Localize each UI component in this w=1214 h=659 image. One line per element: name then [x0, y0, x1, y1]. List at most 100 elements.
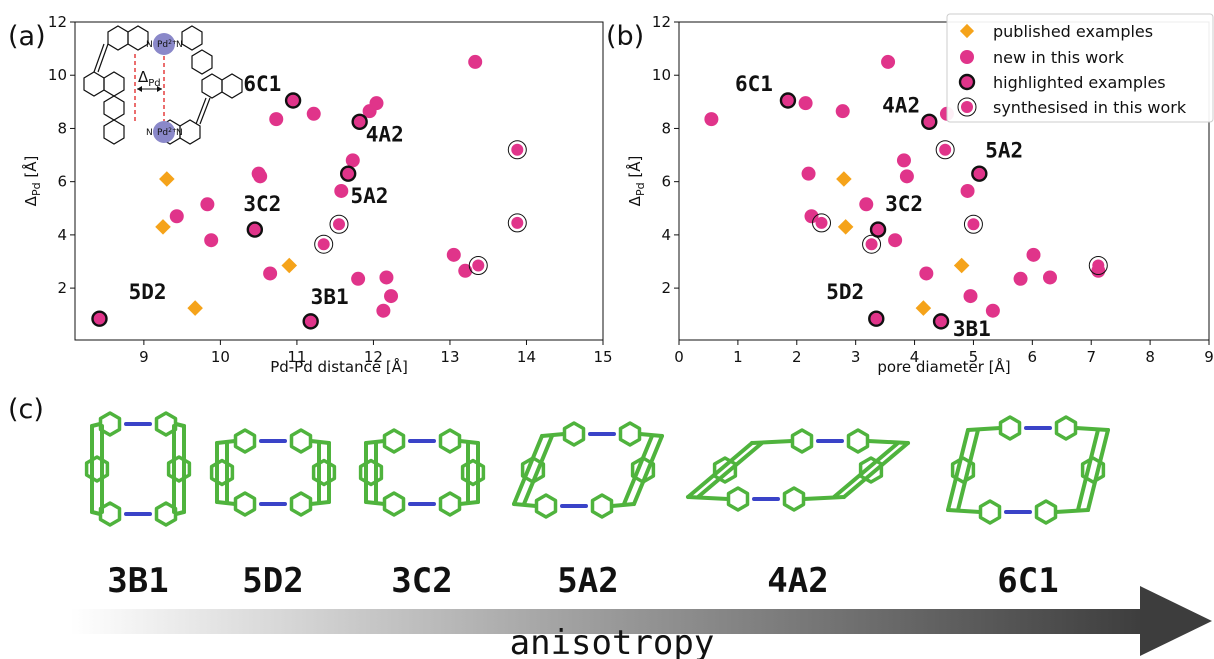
cage-4A2-link-bl	[686, 495, 730, 501]
chart-b-synthesised-point-1	[815, 216, 828, 229]
anisotropy-arrow-shaft	[70, 609, 1145, 634]
chart-a-y-tick-label-2: 6	[57, 173, 67, 191]
chart-a-x-tick-label-1: 10	[211, 348, 230, 366]
cage-3B1-ring-tr	[154, 411, 178, 437]
chart-b-new-point-12	[960, 183, 975, 198]
chart-a-new-point-5	[263, 266, 278, 281]
chart-a-y-tick-label-0: 2	[57, 279, 67, 297]
cage-labels: 3B1 5D2 3C2 5A2 4A2 6C1	[107, 561, 1058, 601]
chart-a-x-tick-label-5: 14	[517, 348, 536, 366]
legend-marker-new	[960, 50, 974, 64]
cage-5D2-ring-bl	[233, 491, 257, 517]
chart-a-highlighted-point-1	[351, 113, 368, 130]
cage-3B1-link-tl	[90, 422, 102, 428]
chart-b-synthesised-ring-1	[812, 213, 832, 233]
chart-b-new-point-14	[985, 303, 1000, 318]
chart-a-new-point-9	[345, 153, 360, 168]
cage-5D2-ring-ml	[209, 458, 235, 487]
chart-b-highlight-label-5: 5D2	[826, 280, 864, 304]
chart-a-published-point-1	[155, 219, 171, 235]
chart-b-highlight-label-2: 5A2	[985, 139, 1023, 163]
inset-arrow-head-left	[137, 86, 142, 92]
cage-5D2-ring-tr	[289, 428, 313, 454]
legend-label-published: published examples	[993, 22, 1153, 41]
cage-5A2-link-br	[610, 502, 636, 508]
cage-4A2-ring-bl	[726, 486, 750, 512]
chart-a-y-axis-unit: [Å]	[21, 156, 40, 183]
legend-label-highlighted: highlighted examples	[993, 73, 1166, 92]
chart-b-synthesised-point-2	[865, 238, 878, 251]
chart-b-new-point-16	[1026, 247, 1041, 262]
legend: published examples new in this work high…	[946, 13, 1214, 123]
inset-pd-top	[153, 33, 175, 55]
legend-marker-synthesised-ring	[957, 97, 977, 117]
cage-3C2-ring-bl	[382, 491, 406, 517]
chart-a-synthesised-point-4	[511, 216, 524, 229]
cage-6C1-link-tr	[1074, 426, 1110, 432]
chart-a-y-axis-delta: Δ	[22, 195, 40, 206]
cage-6C1-pillar-right	[1086, 428, 1110, 512]
cage-5A2-pillar-left	[512, 434, 544, 506]
cage-4A2-ring-tl	[790, 428, 814, 454]
chart-b-new-point-4	[835, 104, 850, 119]
chart-b-highlighted-point-0	[779, 92, 797, 109]
inset-delta-label: ΔPd	[138, 68, 161, 89]
chart-b-published-point-1	[837, 219, 854, 235]
chart-a-published-point-2	[187, 300, 203, 316]
legend-label-synthesised: synthesised in this work	[993, 98, 1187, 117]
cage-6C1-pillar-left	[946, 428, 970, 512]
cage-6C1-ring-bl	[978, 499, 1002, 525]
chart-b-new-point-17	[1043, 270, 1057, 285]
cage-5A2-link-tr	[638, 432, 664, 438]
chart-b-frame	[678, 21, 1210, 341]
chart-a-synthesised-ring-1	[314, 234, 334, 254]
inset-arrow-head-right	[157, 86, 162, 92]
chart-a-y-tick-label-4: 10	[48, 66, 67, 84]
chart-b-y-tick-label-2: 6	[661, 173, 671, 191]
chart-a-ticks: 9 10 11 12 13 14 15 2 4 6 8 10 12	[48, 13, 613, 366]
chart-b-y-axis-delta: Δ	[626, 195, 644, 206]
chart-b-synthesised-ring-4	[1088, 255, 1108, 275]
chart-a-highlight-label-5: 5D2	[129, 280, 167, 304]
chart-b-new-point-15	[1013, 271, 1028, 286]
cage-5A2-pillar-left-2	[522, 434, 554, 506]
chart-a: 9 10 11 12 13 14 15 2 4 6 8 10 12 6C1 4A2 5A2 3C2 3B1 5D2…	[21, 13, 613, 376]
chart-a-published-point-3	[281, 257, 298, 274]
chart-a-new-point-13	[376, 303, 391, 318]
chart-b-points	[704, 54, 1108, 330]
chart-a-highlighted-point-5	[91, 310, 108, 327]
cage-4A2-pillar-left-2	[696, 441, 764, 499]
chart-b-x-tick-label-0: 0	[674, 348, 684, 366]
cage-4A2	[686, 428, 910, 512]
chart-b-highlight-label-1: 4A2	[882, 93, 920, 117]
chart-a-new-point-4	[253, 169, 268, 184]
cage-3C2-ring-tr	[438, 428, 462, 454]
chart-a-new-point-10	[351, 271, 366, 286]
chart-a-new-point-2	[204, 233, 219, 248]
cage-5A2-ring-br	[590, 493, 614, 519]
chart-b-synthesised-point-0	[939, 143, 952, 156]
cage-label-5A2: 5A2	[557, 561, 618, 601]
chart-b-new-point-5	[859, 197, 874, 212]
cage-6C1	[946, 415, 1110, 525]
cage-label-4A2: 4A2	[767, 561, 828, 601]
chart-a-highlight-labels: 6C1 4A2 5A2 3C2 3B1 5D2	[129, 72, 404, 309]
chart-a-highlighted-point-4	[302, 313, 319, 330]
chart-b-y-axis-sub: Pd	[634, 182, 647, 196]
chart-a-highlight-label-4: 3B1	[311, 285, 349, 309]
cage-5A2	[512, 421, 664, 519]
chart-b-x-axis-label: pore diameter [Å]	[877, 357, 1010, 376]
chart-a-synthesised-point-3	[511, 143, 524, 156]
cage-3C2-link-bl	[364, 500, 386, 506]
chart-a-frame	[74, 21, 604, 341]
inset-pd-bottom	[153, 121, 175, 143]
cage-3C2-ring-ml	[358, 458, 384, 487]
cage-3C2-ring-br	[438, 491, 462, 517]
chart-a-synthesised-ring-3	[507, 140, 527, 160]
cage-3B1-ring-mr	[166, 455, 192, 483]
chart-a-highlight-label-1: 4A2	[366, 123, 404, 147]
chart-a-new-point-17	[458, 263, 473, 278]
cage-4A2-ring-mr	[858, 456, 884, 484]
